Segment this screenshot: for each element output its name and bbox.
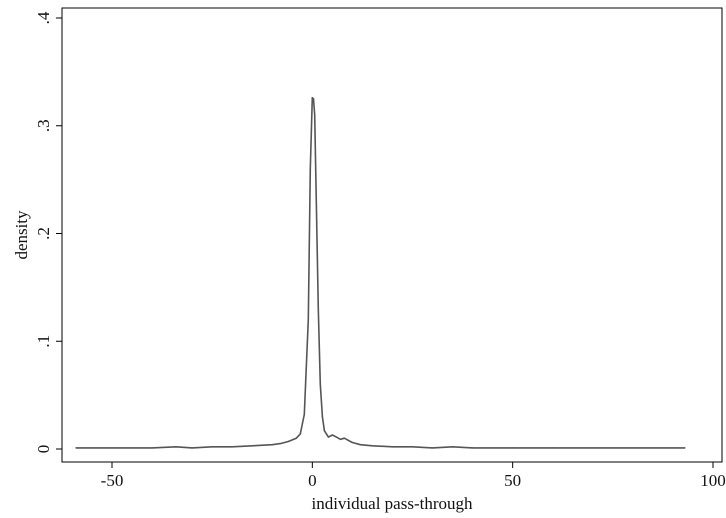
density-point <box>271 444 273 446</box>
x-tick-label: 100 <box>700 471 726 490</box>
density-point <box>191 447 193 449</box>
density-point <box>231 446 233 448</box>
density-point <box>295 437 297 439</box>
density-point <box>309 168 311 170</box>
density-point <box>75 447 77 449</box>
density-point <box>351 441 353 444</box>
density-point <box>343 437 345 439</box>
x-tick-label: 0 <box>308 471 317 490</box>
density-point <box>307 319 309 321</box>
density-point <box>552 447 554 449</box>
density-point <box>319 383 321 385</box>
y-tick-label: .3 <box>34 119 53 132</box>
plot-frame <box>61 7 723 463</box>
density-point <box>632 447 634 449</box>
density-point <box>311 97 313 99</box>
x-tick-label: 50 <box>504 471 521 490</box>
density-point <box>303 413 305 416</box>
y-tick-label: .2 <box>34 227 53 240</box>
density-point <box>359 444 361 446</box>
density-point <box>299 433 301 435</box>
density-point <box>684 447 686 449</box>
density-point <box>211 446 213 448</box>
density-point <box>472 447 474 449</box>
density-point <box>175 446 177 448</box>
density-point <box>512 447 514 449</box>
density-point <box>151 447 153 449</box>
density-point <box>321 416 323 418</box>
y-axis-title: density <box>12 210 31 260</box>
density-point <box>327 436 329 438</box>
y-axis-ticks: 0 .1 .2 .3 .4 <box>34 11 62 453</box>
density-point <box>391 446 394 448</box>
density-point <box>312 98 315 100</box>
density-point <box>279 443 281 445</box>
y-tick-label: .4 <box>34 11 53 24</box>
density-point <box>251 445 253 447</box>
density-point <box>287 440 289 443</box>
density-series-line <box>75 96 685 449</box>
density-point <box>323 430 325 432</box>
density-point <box>317 308 319 310</box>
density-point <box>335 436 337 438</box>
y-tick-label: .1 <box>34 335 53 348</box>
density-point <box>592 447 594 449</box>
density-point <box>431 447 434 449</box>
density-point <box>331 434 333 436</box>
x-axis-title: individual pass-through <box>311 494 473 513</box>
series-layer <box>75 96 686 449</box>
density-point <box>315 200 317 202</box>
density-point <box>314 114 316 116</box>
density-point <box>411 446 414 448</box>
density-point <box>452 446 454 448</box>
x-axis-ticks: -50 0 50 100 <box>101 462 726 490</box>
density-point <box>339 438 341 440</box>
density-point <box>347 439 349 441</box>
x-tick-label: -50 <box>101 471 124 490</box>
density-point <box>371 445 373 447</box>
y-tick-label: 0 <box>34 445 53 454</box>
